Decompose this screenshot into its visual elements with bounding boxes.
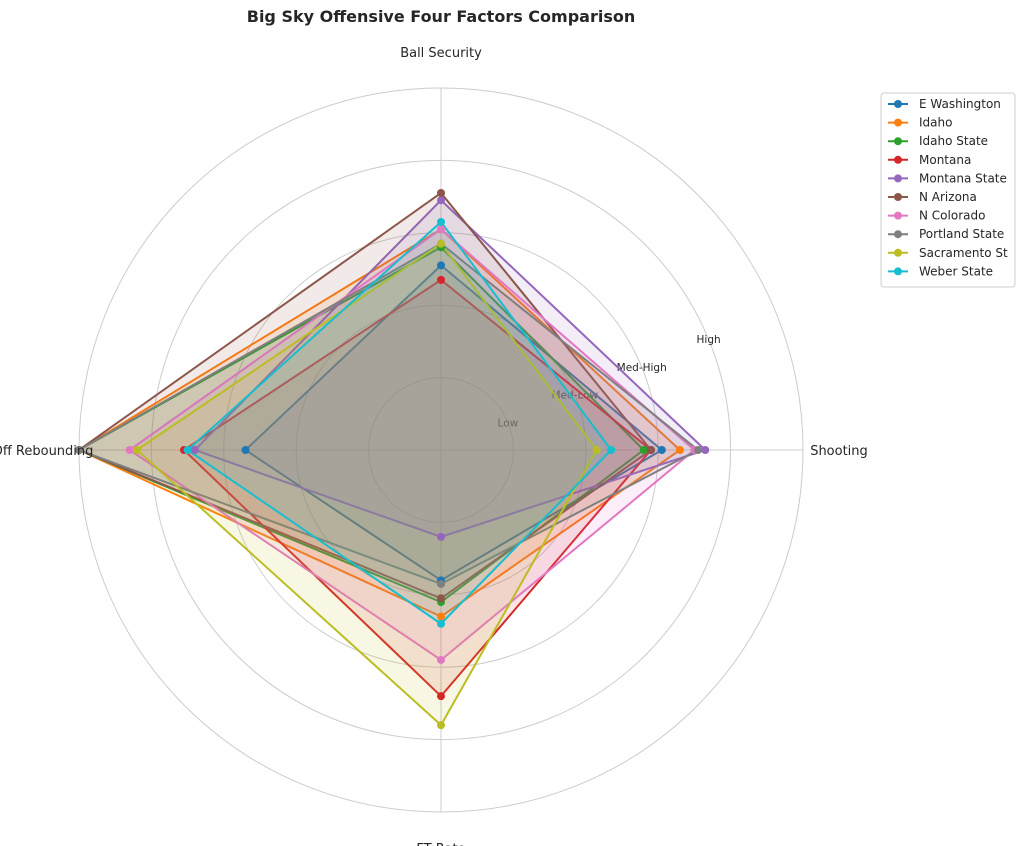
data-point-idaho xyxy=(675,446,684,454)
legend-label: Weber State xyxy=(919,264,993,278)
legend-swatch-marker xyxy=(894,248,902,257)
legend-swatch-marker xyxy=(894,118,902,127)
legend-item-n-colorado: N Colorado xyxy=(888,209,985,223)
series-layer xyxy=(75,188,710,730)
legend-item-n-arizona: N Arizona xyxy=(888,190,977,204)
data-point-montana-state xyxy=(437,532,445,541)
data-point-montana xyxy=(437,692,445,701)
data-point-n-colorado xyxy=(125,446,134,454)
legend-label: N Arizona xyxy=(919,190,977,204)
legend: E Washington Idaho Idaho State Montana Monta… xyxy=(880,92,1016,288)
legend-item-idaho-state: Idaho State xyxy=(888,134,988,148)
data-point-idaho xyxy=(437,612,445,621)
axis-label-ball-security: Ball Security xyxy=(400,46,482,61)
legend-label: Idaho xyxy=(919,116,952,130)
data-point-sacramento-st xyxy=(132,446,141,454)
data-point-montana-state xyxy=(701,446,710,454)
legend-swatch-marker xyxy=(894,193,902,201)
legend-swatch-marker xyxy=(894,174,902,183)
data-point-weber-state xyxy=(437,217,445,226)
legend-item-sacramento-st: Sacramento St xyxy=(888,246,1008,260)
data-point-n-colorado xyxy=(437,655,445,664)
axis-label-ft-rate: FT Rate xyxy=(416,842,465,846)
data-point-sacramento-st xyxy=(437,721,445,730)
legend-swatch-marker xyxy=(894,230,902,239)
data-point-n-arizona xyxy=(437,594,445,603)
legend-label: Montana State xyxy=(919,171,1007,185)
data-point-portland-state xyxy=(437,579,445,588)
data-point-n-colorado xyxy=(437,225,445,234)
legend-item-e-washington: E Washington xyxy=(888,97,1001,111)
legend-swatch-marker xyxy=(894,267,902,276)
data-point-e-washington xyxy=(437,261,445,270)
legend-item-weber-state: Weber State xyxy=(888,264,993,278)
chart-title: Big Sky Offensive Four Factors Compariso… xyxy=(247,7,636,26)
data-point-n-arizona xyxy=(437,188,445,197)
axis-label-shooting: Shooting xyxy=(810,444,868,459)
legend-swatch-marker xyxy=(894,100,902,108)
data-point-weber-state xyxy=(183,446,192,454)
legend-label: Portland State xyxy=(919,227,1004,241)
legend-label: Idaho State xyxy=(919,134,988,148)
legend-item-montana: Montana xyxy=(888,153,971,167)
data-point-e-washington xyxy=(657,446,666,454)
data-point-weber-state xyxy=(437,619,445,628)
legend-swatch-marker xyxy=(894,155,902,164)
ring-label: Med-High xyxy=(617,362,667,374)
data-point-montana-state xyxy=(437,196,445,205)
data-point-idaho-state xyxy=(639,446,648,454)
data-point-portland-state xyxy=(75,446,83,454)
ring-label: Low xyxy=(498,417,519,429)
data-point-n-arizona xyxy=(646,446,655,454)
legend-label: E Washington xyxy=(919,97,1001,111)
legend-item-montana-state: Montana State xyxy=(888,171,1007,185)
data-point-weber-state xyxy=(607,446,616,454)
data-point-montana xyxy=(437,275,445,284)
data-point-portland-state xyxy=(694,446,703,454)
axis-labels: Shooting Ball Security Off Rebounding FT Ra… xyxy=(0,46,868,846)
legend-item-portland-state: Portland State xyxy=(888,227,1004,241)
legend-label: N Colorado xyxy=(919,209,985,223)
legend-item-idaho: Idaho xyxy=(888,116,952,130)
legend-label: Sacramento St xyxy=(919,246,1008,260)
ring-label: High xyxy=(697,334,721,346)
legend-label: Montana xyxy=(919,153,971,167)
data-point-e-washington xyxy=(241,446,250,454)
data-point-sacramento-st xyxy=(592,446,601,454)
axis-label-off-rebounding: Off Rebounding xyxy=(0,444,93,459)
legend-box xyxy=(880,92,1016,288)
legend-swatch-marker xyxy=(894,211,902,220)
data-point-sacramento-st xyxy=(437,239,445,248)
data-point-montana-state xyxy=(190,446,199,454)
legend-swatch-marker xyxy=(894,137,902,146)
